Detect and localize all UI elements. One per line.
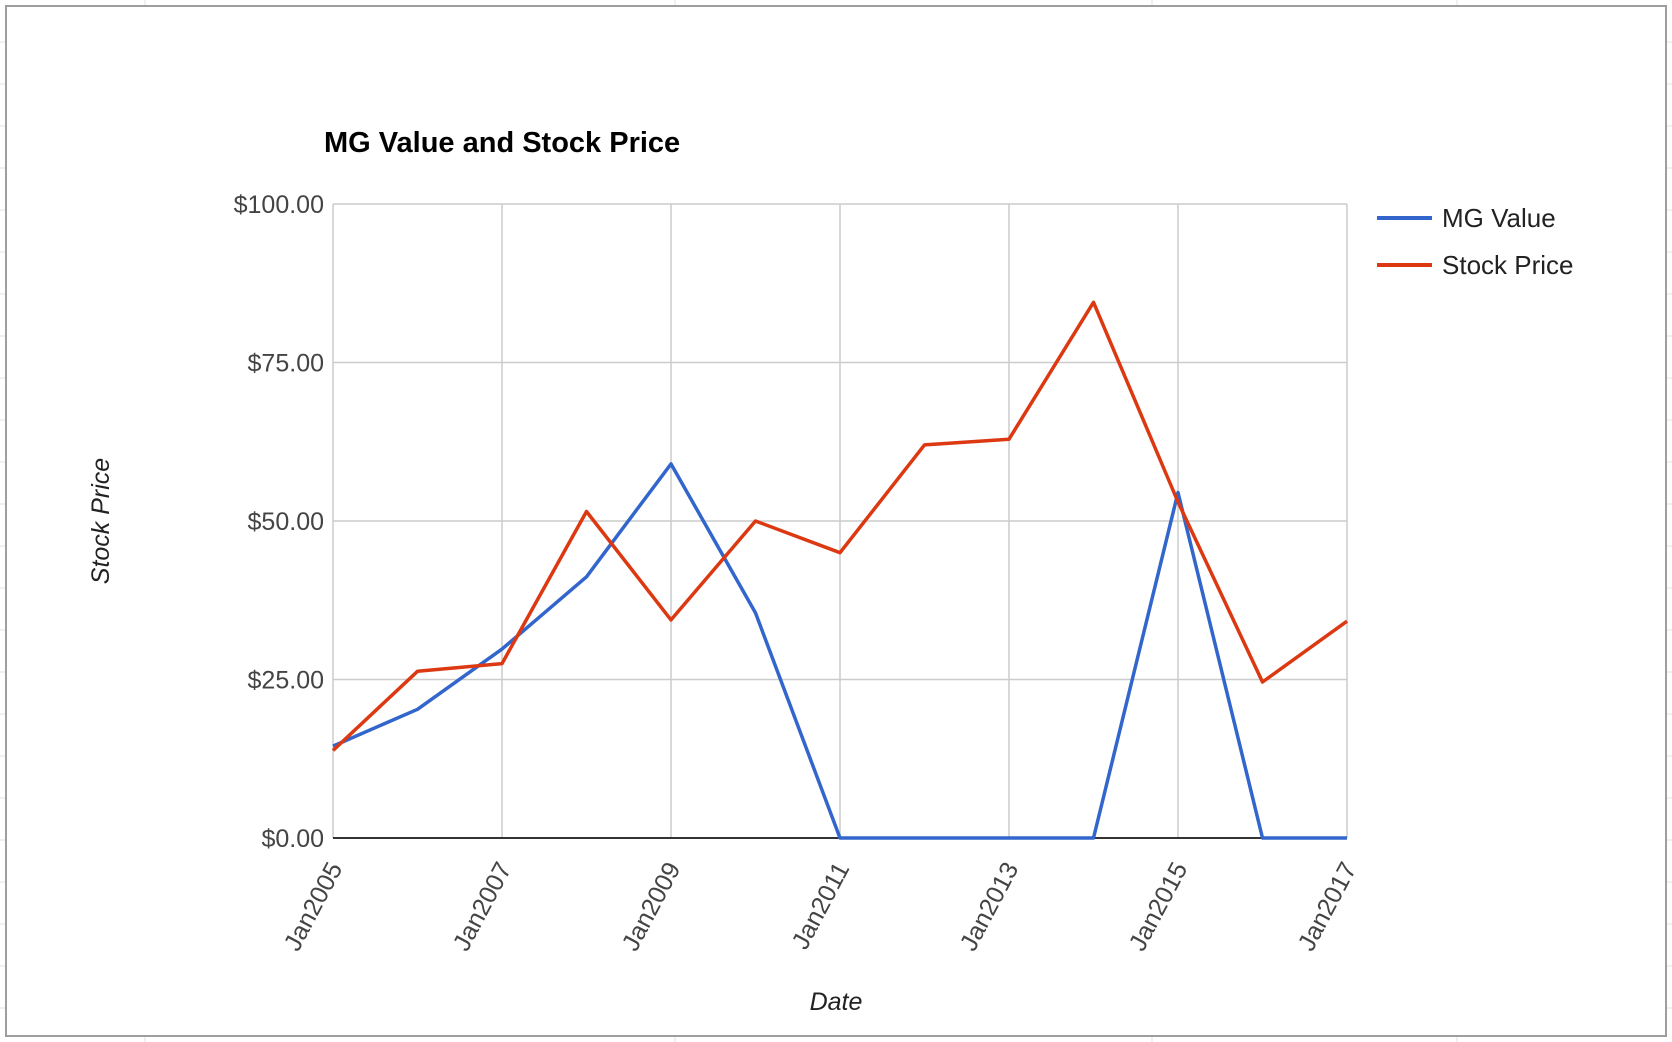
- y-tick-label: $75.00: [248, 350, 324, 378]
- y-tick-label: $0.00: [261, 825, 324, 853]
- y-axis-title: Stock Price: [87, 458, 115, 584]
- legend-item-mg-value[interactable]: MG Value: [1377, 203, 1556, 233]
- legend-label: Stock Price: [1442, 250, 1574, 280]
- y-axis-tick-labels: $0.00 $25.00 $50.00 $75.00 $100.00: [234, 191, 324, 853]
- y-tick-label: $100.00: [234, 191, 324, 219]
- chart-title: MG Value and Stock Price: [324, 127, 680, 159]
- plot-gridlines: [332, 203, 1348, 838]
- series-line-mg-value: [332, 462, 1347, 840]
- data-series: [331, 300, 1349, 840]
- series-line-stock-price: [331, 300, 1349, 752]
- chart-legend[interactable]: MG Value Stock Price: [1377, 203, 1574, 280]
- legend-item-stock-price[interactable]: Stock Price: [1377, 250, 1574, 280]
- x-axis-title: Date: [810, 988, 863, 1016]
- legend-label: MG Value: [1442, 203, 1556, 233]
- y-tick-label: $50.00: [248, 508, 324, 536]
- y-tick-label: $25.00: [248, 667, 324, 695]
